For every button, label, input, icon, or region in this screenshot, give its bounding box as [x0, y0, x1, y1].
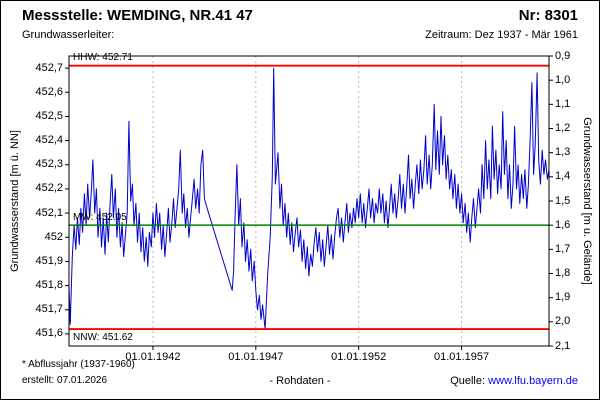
y-axis-tick-right: 1,6: [555, 218, 571, 231]
y-axis-tick-right: 2,0: [555, 315, 571, 328]
footnote: * Abflussjahr (1937-1960): [22, 359, 135, 370]
groundwater-line: [68, 67, 550, 330]
station-number: Nr: 8301: [518, 7, 578, 24]
y-axis-tick-right: 1,4: [555, 170, 571, 183]
y-axis-tick-left: 451,6: [35, 327, 63, 340]
y-axis-tick-right: 0,9: [555, 49, 571, 62]
mw-label: MW: 452.05: [73, 212, 127, 224]
y-axis-tick-left: 452,7: [35, 61, 63, 74]
y-axis-tick-left: 452,1: [35, 206, 63, 219]
y-axis-tick-right: 2,1: [555, 339, 571, 352]
plot-frame: [68, 55, 550, 347]
y-axis-tick-left: 451,9: [35, 254, 63, 267]
y-axis-tick-left: 451,8: [35, 279, 63, 292]
x-axis-tick: 01.01.1952: [331, 351, 387, 363]
y-axis-tick-right: 1,7: [555, 242, 571, 255]
y-axis-tick-left: 452: [44, 230, 63, 243]
y-axis-tick-right: 1,1: [555, 97, 571, 110]
y-axis-title-right: Grundwasserstand [m u. Gelände]: [581, 117, 593, 285]
y-axis-tick-right: 1,3: [555, 146, 571, 159]
y-axis-tick-left: 452,4: [35, 134, 63, 147]
rohdaten-label: - Rohdaten -: [269, 375, 331, 387]
y-axis-tick-right: 1,5: [555, 194, 571, 207]
x-axis-tick: 01.01.1942: [125, 351, 181, 363]
created-date: erstellt: 07.01.2026: [22, 375, 108, 386]
y-axis-tick-left: 452,2: [35, 182, 63, 195]
x-axis-tick: 01.01.1957: [434, 351, 490, 363]
source-link[interactable]: www.lfu.bayern.de: [488, 375, 578, 387]
y-axis-tick-right: 1,2: [555, 122, 571, 134]
y-axis-tick-left: 451,7: [35, 303, 63, 316]
y-axis-tick-right: 1,8: [555, 267, 571, 279]
y-axis-tick-left: 452,3: [35, 158, 63, 171]
y-axis-tick-right: 1,0: [555, 73, 571, 86]
y-axis-tick-right: 1,9: [555, 291, 571, 304]
x-axis-tick: 01.01.1947: [228, 351, 284, 363]
y-axis-tick-left: 452,6: [35, 85, 63, 98]
source: Quelle: www.lfu.bayern.de: [450, 375, 578, 387]
aquifer-label: Grundwasserleiter:: [22, 29, 115, 41]
source-label: Quelle:: [450, 375, 486, 387]
nnw-label: NNW: 451.62: [73, 332, 133, 344]
y-axis-tick-left: 452,5: [35, 109, 63, 122]
period-label: Zeitraum: Dez 1937 - Mär 1961: [425, 29, 578, 41]
hhw-label: HHW: 452.71: [73, 51, 133, 63]
page-title: Messstelle: WEMDING, NR.41 47: [22, 7, 253, 24]
